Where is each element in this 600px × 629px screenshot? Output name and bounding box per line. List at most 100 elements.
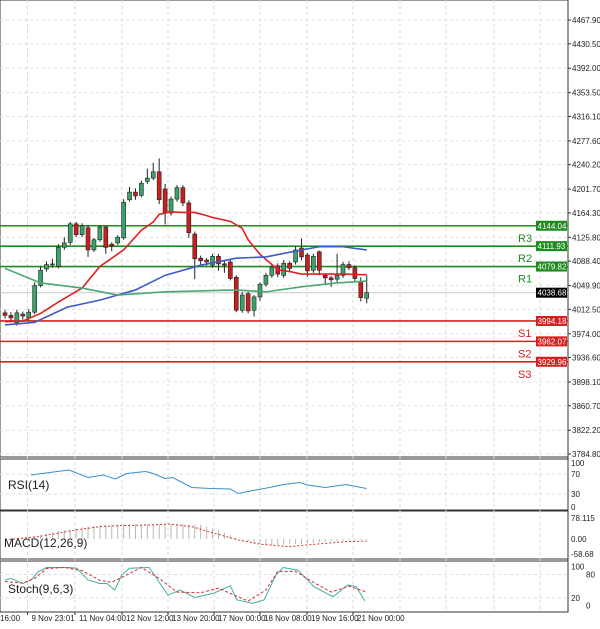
candle [186, 202, 192, 234]
candle [156, 171, 162, 201]
price-tick-label: 3822.20 [572, 426, 600, 435]
candle [222, 263, 227, 266]
macd-tick-label: 0.00 [571, 535, 587, 544]
candle [174, 187, 180, 200]
price-tick-label: 3936.60 [572, 354, 600, 363]
price-tick-label: 4049.90 [572, 282, 600, 291]
candle [180, 187, 186, 204]
macd-label: MACD(12,26,9) [4, 536, 87, 550]
candle [364, 292, 370, 299]
candle [97, 226, 103, 241]
pivot-value-box [536, 315, 567, 326]
price-tick-label: 4467.90 [572, 16, 600, 25]
candle [14, 312, 20, 324]
stoch-tick-label: 0 [586, 602, 591, 611]
pivot-label-s1: S1 [518, 328, 531, 340]
moving-average-line [4, 245, 367, 326]
pivot-value-label: 4079.82 [538, 263, 567, 272]
pivot-label-s3: S3 [518, 369, 531, 381]
price-tick-label: 4430.50 [572, 40, 600, 49]
price-tick-label: 3784.80 [572, 450, 600, 459]
price-tick-label: 4353.50 [572, 89, 600, 98]
candle [210, 255, 215, 266]
candle [56, 247, 61, 267]
candle [328, 277, 334, 281]
candle [115, 236, 120, 244]
candle [204, 259, 209, 263]
time-tick-label: 16:00 [0, 614, 21, 623]
macd-panel [0, 510, 569, 560]
candle [121, 201, 126, 239]
stoch-signal-line [4, 566, 367, 602]
candle [145, 177, 150, 182]
candle [73, 223, 79, 235]
candle [281, 262, 287, 276]
candle [109, 243, 115, 247]
stoch-tick-label: 20 [571, 594, 580, 603]
stoch-panel [0, 560, 569, 613]
price-tick-label: 4201.70 [572, 185, 600, 194]
pivot-value-label: 4111.93 [538, 242, 566, 251]
price-tick-label: 3898.10 [572, 378, 600, 387]
price-tick-label: 3974.00 [572, 330, 600, 339]
candle [192, 233, 198, 260]
candle [79, 225, 85, 235]
rsi-line [31, 469, 367, 495]
candle [139, 182, 144, 196]
pivot-label-r1: R1 [518, 274, 532, 286]
pivot-value-box [536, 336, 567, 347]
candle [233, 276, 239, 311]
candle [340, 264, 346, 276]
time-tick-label: 9 Nov 23:01 [32, 614, 76, 623]
time-tick-label: 18 Nov 08:00 [264, 614, 312, 623]
stoch-main-line [4, 566, 366, 604]
pivot-value-label: 4144.04 [538, 222, 567, 231]
time-tick-label: 21 Nov 00:00 [357, 614, 405, 623]
pivot-value-label: 3962.07 [538, 337, 567, 346]
pivot-value-box [536, 356, 567, 367]
pivot-label-r2: R2 [518, 253, 532, 265]
current-price-label: 4038.68 [538, 289, 567, 298]
price-tick-label: 4316.10 [572, 112, 600, 121]
price-tick-label: 3860.70 [572, 402, 600, 411]
candle [26, 311, 32, 319]
rsi-tick-label: 0 [571, 503, 576, 512]
stoch-label: Stoch(9,6,3) [8, 582, 73, 596]
candle [245, 293, 251, 312]
moving-average-line [4, 210, 367, 323]
price-tick-label: 4012.50 [572, 305, 600, 314]
price-tick-label: 4277.60 [572, 137, 600, 146]
candle [91, 239, 97, 251]
time-tick-label: 11 Nov 04:00 [79, 614, 127, 623]
pivot-value-label: 3994.18 [538, 317, 567, 326]
candle [251, 296, 257, 311]
candle [228, 261, 233, 279]
candle [162, 188, 168, 214]
candle [20, 313, 26, 317]
candle [67, 223, 73, 243]
candle [198, 257, 203, 262]
candle [85, 227, 91, 251]
price-tick-label: 4164.30 [572, 209, 600, 218]
candle [127, 191, 132, 201]
candle [44, 264, 49, 270]
candle [216, 255, 221, 265]
candle [358, 281, 364, 298]
candle [293, 249, 298, 263]
time-tick-label: 12 Nov 12:00 [126, 614, 174, 623]
candle [263, 275, 269, 285]
rsi-label: RSI(14) [8, 478, 49, 492]
candle [311, 255, 316, 271]
rsi-tick-label: 30 [571, 490, 580, 499]
stoch-tick-label: 80 [586, 571, 595, 580]
price-panel [0, 0, 569, 458]
candle [305, 254, 310, 272]
macd-tick-label: 78.115 [571, 514, 595, 523]
macd-tick-label: -58.68 [571, 550, 594, 559]
current-price-box [536, 287, 567, 298]
candle [168, 198, 174, 214]
pivot-value-box [536, 261, 567, 272]
candle [2, 312, 8, 316]
candle [61, 242, 67, 248]
